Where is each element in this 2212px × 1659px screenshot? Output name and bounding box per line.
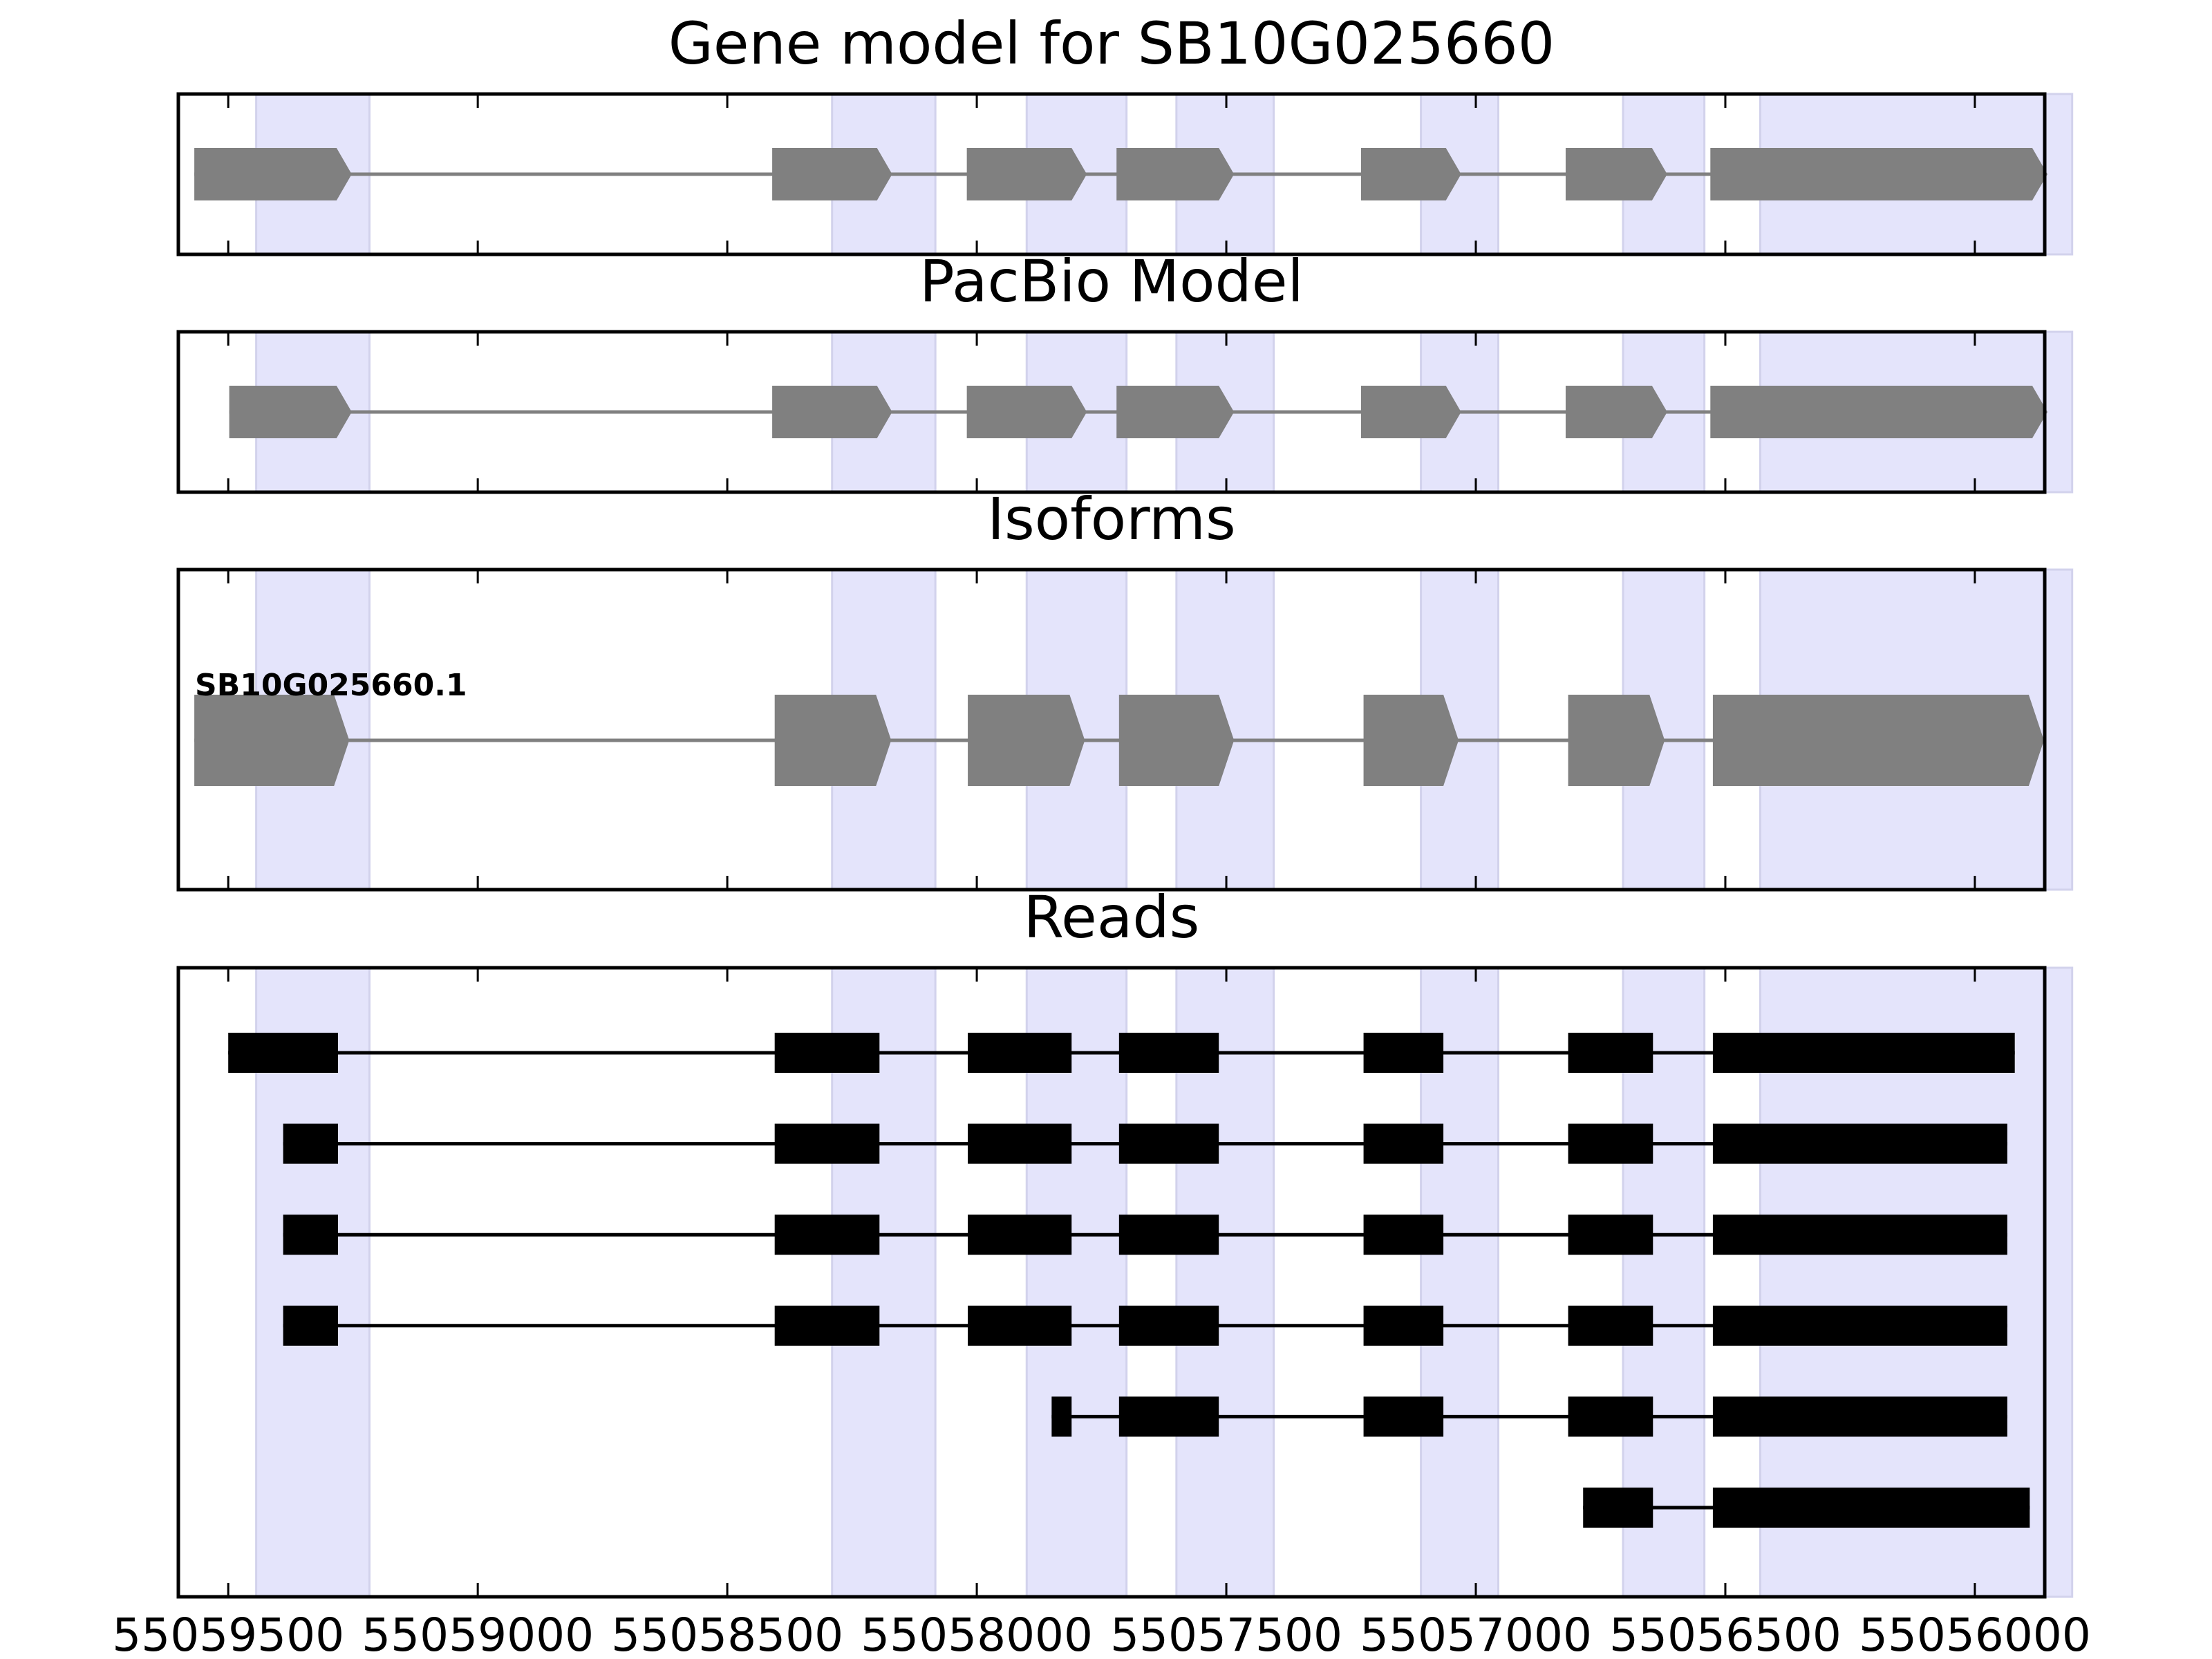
panel-frame-reads [176, 966, 2047, 1599]
read-exon [774, 1215, 880, 1255]
read-exon [968, 1033, 1072, 1073]
isoform-label: SB10G025660.1 [195, 668, 467, 703]
pacbio-exon [1360, 386, 1461, 438]
read-exon [1712, 1488, 2030, 1528]
read-exon [1568, 1215, 1653, 1255]
x-tick-label: 55056500 [1609, 1609, 1841, 1659]
isoform-exon [1363, 695, 1459, 786]
read-exon [1712, 1215, 2007, 1255]
tick-marks-gene-model [227, 94, 1976, 254]
panel-gene-model: Gene model for SB10G025660 [176, 10, 2074, 256]
isoform-exon [194, 695, 350, 786]
read-exon [1118, 1123, 1219, 1164]
x-tick-label: 55056000 [1859, 1609, 2091, 1659]
pacbio-exon [966, 386, 1087, 438]
gene-model-exon [966, 148, 1087, 200]
pacbio-exon [229, 386, 352, 438]
read-exon [1118, 1215, 1219, 1255]
panel-title-reads: Reads [1024, 883, 1200, 951]
panel-isoforms: Isoforms SB10G025660.1 [176, 485, 2074, 892]
read-exon [1363, 1396, 1444, 1437]
read-exon [1363, 1215, 1444, 1255]
read-exon [1118, 1396, 1219, 1437]
x-tick-label: 55059000 [362, 1609, 594, 1659]
read-exon [1363, 1123, 1444, 1164]
panel-title-gene-model: Gene model for SB10G025660 [668, 10, 1555, 77]
pacbio-exon [1565, 386, 1667, 438]
x-tick-label: 55059500 [112, 1609, 344, 1659]
features-reads [228, 1033, 2030, 1528]
isoform-exon [1568, 695, 1665, 786]
read-exon [1712, 1305, 2007, 1346]
read-exon [774, 1123, 880, 1164]
read-exon [968, 1123, 1072, 1164]
read-exon [968, 1215, 1072, 1255]
read-exon [1363, 1305, 1444, 1346]
read-exon [283, 1305, 339, 1346]
read-exon [774, 1033, 880, 1073]
x-tick-label: 55057000 [1360, 1609, 1592, 1659]
panel-frame-gene-model [176, 92, 2047, 256]
features-gene-model [194, 148, 2047, 200]
read-exon [1118, 1033, 1219, 1073]
read-exon [1363, 1033, 1444, 1073]
read-exon [1051, 1396, 1072, 1437]
read-exon [1568, 1305, 1653, 1346]
read-exon [774, 1305, 880, 1346]
gene-model-exon [1360, 148, 1461, 200]
gene-model-exon [772, 148, 892, 200]
tick-marks-isoforms [227, 570, 1976, 890]
x-tick-label: 55057500 [1110, 1609, 1342, 1659]
read-exon [283, 1123, 339, 1164]
gene-model-exon [194, 148, 352, 200]
pacbio-exon [1710, 386, 2047, 438]
isoform-exon [774, 695, 892, 786]
isoform-exon [1118, 695, 1235, 786]
isoform-exon [968, 695, 1085, 786]
x-tick-label: 55058500 [611, 1609, 843, 1659]
read-exon [228, 1033, 339, 1073]
x-tick-label: 55058000 [861, 1609, 1093, 1659]
read-exon [1568, 1396, 1653, 1437]
read-exon [1583, 1488, 1653, 1528]
features-isoforms [194, 695, 2044, 786]
read-exon [1712, 1396, 2007, 1437]
pacbio-exon [772, 386, 892, 438]
panel-reads: Reads [176, 883, 2074, 1599]
tick-marks-pacbio-model [227, 332, 1976, 492]
panel-title-pacbio-model: PacBio Model [919, 247, 1304, 315]
features-pacbio-model [229, 386, 2047, 438]
panel-frame-pacbio-model [176, 330, 2047, 494]
x-axis-tick-labels: 55059500 55059000 55058500 55058000 55057500… [112, 1609, 2091, 1659]
gene-model-exon [1116, 148, 1235, 200]
read-exon [1712, 1033, 2015, 1073]
panel-frame-isoforms [176, 568, 2047, 892]
panel-pacbio-model: PacBio Model [176, 247, 2074, 494]
tick-marks-reads [227, 968, 1976, 1597]
read-exon [283, 1215, 339, 1255]
read-exon [1118, 1305, 1219, 1346]
read-exon [968, 1305, 1072, 1346]
gene-model-exon [1565, 148, 1667, 200]
read-exon [1568, 1123, 1653, 1164]
gene-model-exon [1710, 148, 2047, 200]
read-exon [1568, 1033, 1653, 1073]
read-exon [1712, 1123, 2007, 1164]
isoform-exon [1712, 695, 2044, 786]
pacbio-exon [1116, 386, 1235, 438]
panel-title-isoforms: Isoforms [987, 485, 1236, 553]
